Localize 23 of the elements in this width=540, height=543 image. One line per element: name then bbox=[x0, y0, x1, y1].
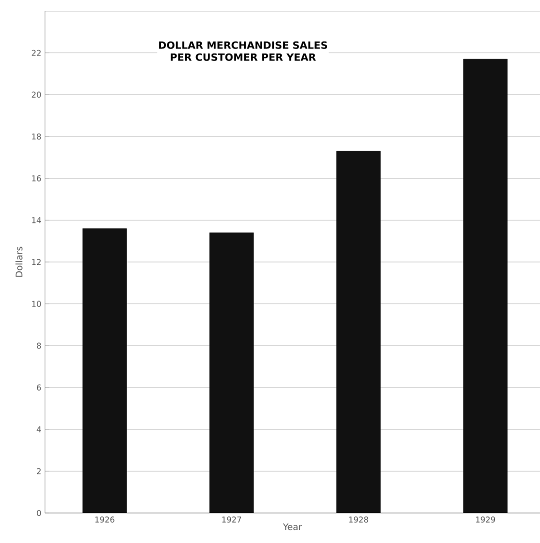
y-tick-label: 10 bbox=[32, 300, 41, 307]
y-tick-label: 0 bbox=[36, 510, 41, 516]
y-tick-label: 14 bbox=[32, 217, 42, 224]
y-tick-label: 8 bbox=[36, 342, 41, 349]
x-axis-title: Year bbox=[282, 523, 302, 530]
bar bbox=[463, 58, 508, 513]
x-tick-label: 1928 bbox=[349, 516, 368, 523]
y-tick-label: 12 bbox=[32, 259, 41, 265]
bar bbox=[336, 150, 381, 513]
y-axis-title: Dollars bbox=[15, 246, 22, 277]
x-tick-label: 1927 bbox=[222, 516, 242, 523]
y-tick-label: 6 bbox=[36, 384, 41, 391]
bar bbox=[209, 232, 254, 513]
x-tick-label: 1929 bbox=[476, 516, 496, 523]
y-tick-label: 22 bbox=[32, 50, 41, 56]
y-tick-label: 20 bbox=[32, 92, 41, 98]
x-tick-label: 1926 bbox=[95, 516, 114, 523]
y-tick-label: 4 bbox=[36, 426, 42, 432]
y-tick-label: 16 bbox=[32, 175, 41, 182]
y-tick-label: 18 bbox=[32, 133, 41, 140]
bar bbox=[82, 228, 127, 513]
y-tick-label: 2 bbox=[36, 468, 41, 474]
text: DOLLAR MERCHANDISE SALES PER CUSTOMER PER YEAR bbox=[159, 41, 328, 61]
